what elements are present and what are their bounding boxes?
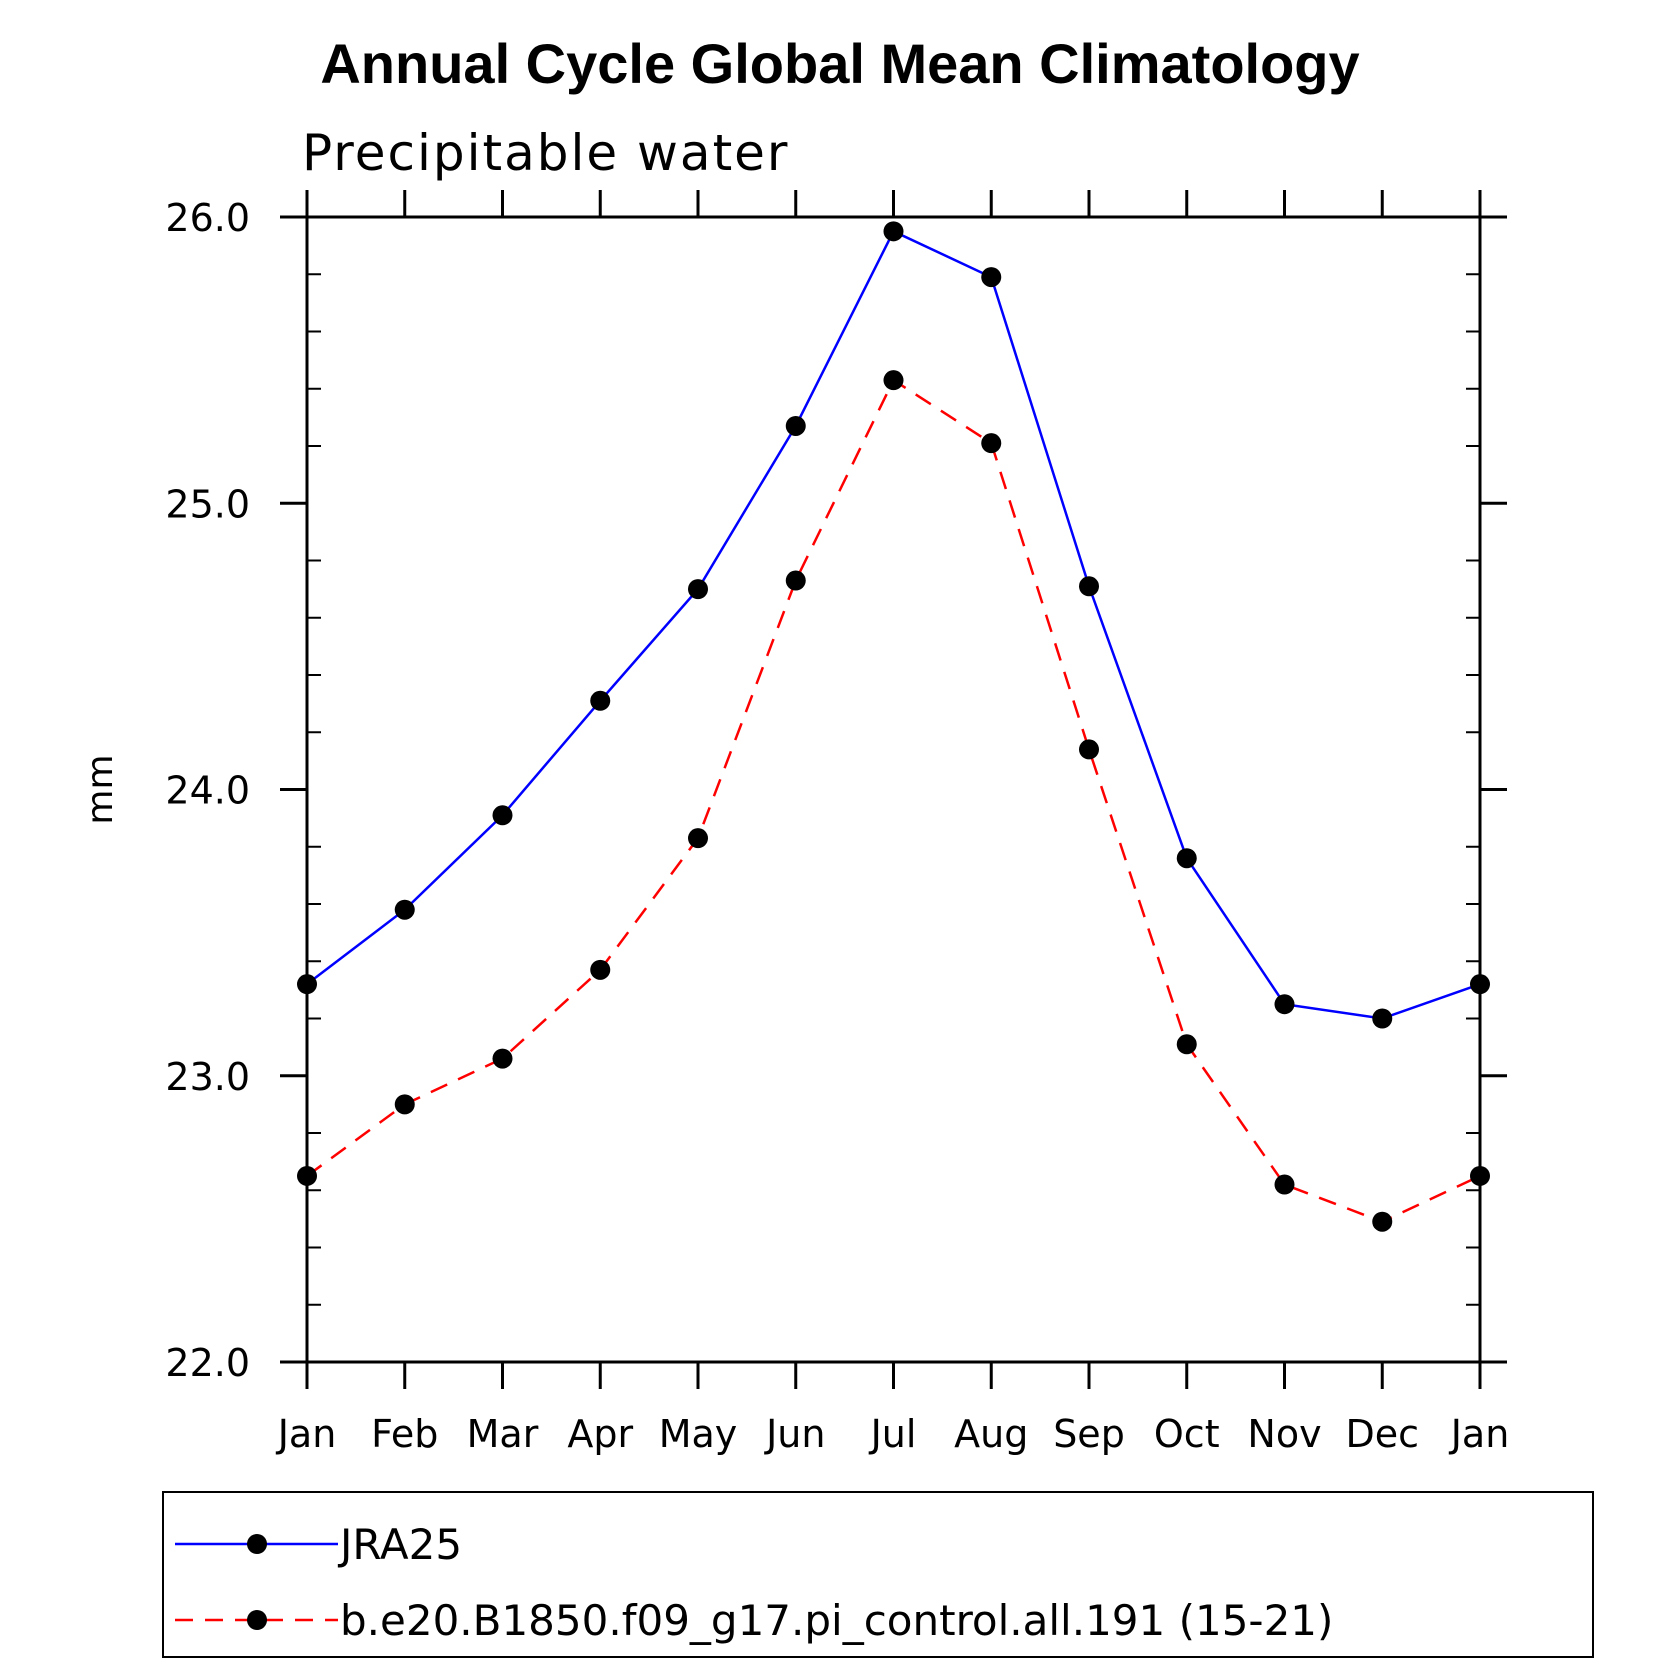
- series-0-point: [590, 690, 611, 711]
- series-1-point: [785, 570, 806, 591]
- x-tick-label: Jan: [276, 1412, 337, 1456]
- series-line-0: [306, 229, 1481, 1020]
- legend: JRA25 b.e20.B1850.f09_g17.pi_control.all.…: [162, 1491, 1594, 1658]
- series-0-point: [492, 805, 513, 826]
- x-tick-label: Dec: [1345, 1412, 1419, 1456]
- x-tick-label: Feb: [371, 1412, 438, 1456]
- series-1-point: [981, 433, 1002, 454]
- series-1-point: [1079, 739, 1099, 760]
- y-tick-label: 24.0: [165, 769, 250, 813]
- x-tick-label: Jul: [869, 1412, 917, 1456]
- y-tick-label: 26.0: [165, 196, 250, 240]
- legend-label-1: b.e20.B1850.f09_g17.pi_control.all.191 (…: [340, 1596, 1333, 1645]
- x-tick-label: May: [659, 1412, 738, 1456]
- y-tick-label: 23.0: [165, 1055, 250, 1099]
- y-axis-label: mm: [80, 754, 121, 824]
- y-tick-label: 22.0: [165, 1341, 250, 1385]
- series-1-point: [492, 1048, 513, 1069]
- x-tick-label: Jun: [764, 1412, 825, 1456]
- series-points: [297, 221, 1490, 1232]
- legend-label-0: JRA25: [337, 1520, 462, 1569]
- series-0-point: [1372, 1008, 1393, 1029]
- x-tick-label: Aug: [954, 1412, 1028, 1456]
- series-1-point: [1274, 1174, 1295, 1195]
- x-tick-label: Nov: [1247, 1412, 1321, 1456]
- tick-marks: [280, 190, 1507, 1389]
- chart-title: Annual Cycle Global Mean Climatology: [320, 32, 1359, 95]
- legend-marker-1: [247, 1610, 267, 1630]
- series-0-point: [1274, 994, 1295, 1015]
- series-1-point: [1176, 1034, 1197, 1055]
- chart-subtitle: Precipitable water: [302, 124, 790, 182]
- legend-box: [162, 1491, 1594, 1658]
- legend-marker-0: [247, 1534, 267, 1554]
- x-tick-label: Mar: [467, 1412, 539, 1456]
- x-tick-label: Apr: [567, 1412, 633, 1456]
- series-1-point: [394, 1094, 415, 1115]
- series-1-point: [883, 370, 904, 391]
- series-0-point: [1470, 974, 1490, 995]
- series-1-point: [1372, 1211, 1393, 1232]
- y-tick-label: 25.0: [165, 482, 250, 526]
- tick-labels: Jan Feb Mar Apr May Jun Jul Aug Sep Oct Nov Dec Jan 2…: [165, 196, 1509, 1456]
- series-1-point: [297, 1165, 317, 1186]
- x-tick-label: Sep: [1053, 1412, 1125, 1456]
- series-0-point: [688, 579, 708, 600]
- series-1-point: [688, 828, 708, 849]
- series-0-point: [785, 415, 806, 436]
- series-1-point: [1470, 1165, 1490, 1186]
- x-tick-label: Jan: [1449, 1412, 1510, 1456]
- series-0-point: [883, 221, 904, 242]
- series-0-point: [1079, 576, 1099, 597]
- series-0-point: [297, 974, 317, 995]
- series-line-1: [306, 378, 1481, 1224]
- series-0-point: [1176, 848, 1197, 869]
- series-0-point: [981, 267, 1002, 288]
- series-1-point: [590, 959, 611, 980]
- series-0-point: [394, 899, 415, 920]
- x-tick-label: Oct: [1154, 1412, 1220, 1456]
